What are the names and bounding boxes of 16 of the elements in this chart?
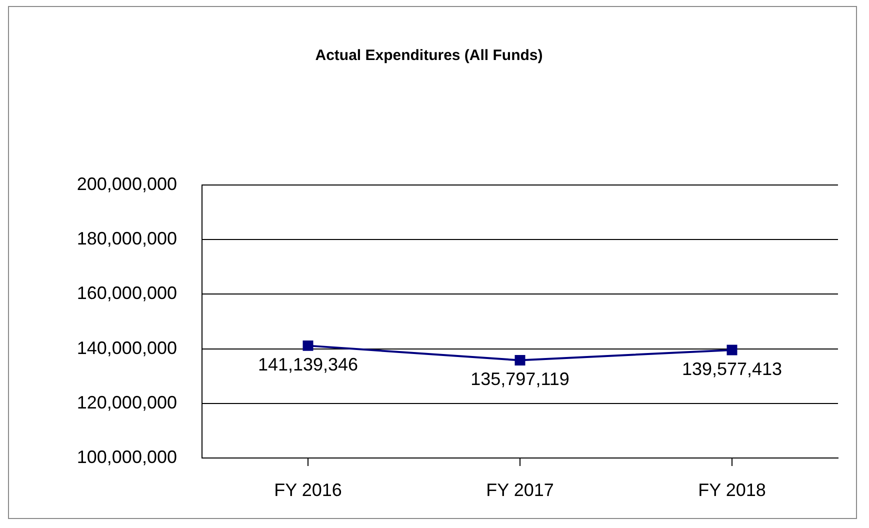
x-tick-label: FY 2017 [486,480,554,500]
y-tick-label: 140,000,000 [76,338,177,358]
point [726,344,738,356]
chart-title: Actual Expenditures (All Funds) [315,47,543,64]
y-tick-label: 160,000,000 [76,283,177,304]
x-tick-label: FY 2018 [698,480,766,500]
data-label: 135,797,119 [470,369,570,390]
point [302,340,314,351]
y-tick-label: 120,000,000 [76,392,177,412]
y-tick-label: 200,000,000 [76,174,177,194]
data-label: 139,577,413 [682,358,782,379]
point [514,355,526,366]
y-tick-label: 180,000,000 [76,228,177,249]
data-label: 141,139,346 [258,354,358,375]
x-tick-label: FY 2016 [274,480,342,500]
y-tick-label: 100,000,000 [76,446,177,467]
